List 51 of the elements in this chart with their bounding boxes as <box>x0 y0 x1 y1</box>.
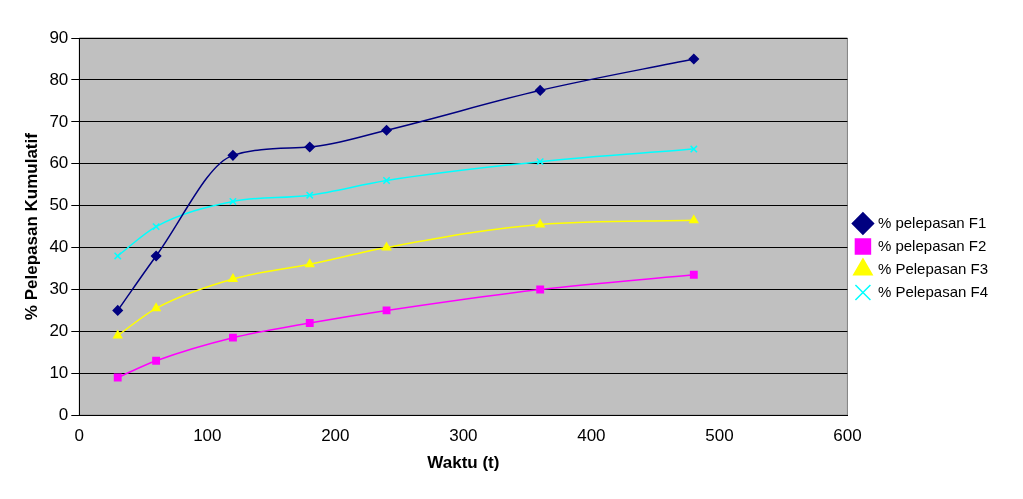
point <box>227 150 239 161</box>
x-tick-label: 300 <box>449 426 478 446</box>
legend-label: % Pelepasan F3 <box>877 259 989 277</box>
point <box>535 219 545 228</box>
point <box>150 250 162 262</box>
point <box>536 285 545 294</box>
y-tick-label: 40 <box>49 237 69 257</box>
point <box>536 157 545 166</box>
point <box>229 333 237 342</box>
point <box>113 330 123 339</box>
x-tick-label: 400 <box>577 426 606 446</box>
point <box>112 305 123 316</box>
point <box>229 197 237 206</box>
point <box>689 145 698 153</box>
point <box>382 306 391 315</box>
x-tick-label: 100 <box>193 426 222 446</box>
point <box>305 319 314 327</box>
point <box>305 191 314 200</box>
point <box>152 356 161 365</box>
point <box>151 303 161 312</box>
y-tick-label: 70 <box>49 111 69 131</box>
y-tick-label: 30 <box>49 279 69 299</box>
point <box>381 242 392 251</box>
point <box>113 252 122 260</box>
point <box>381 124 392 136</box>
point <box>304 141 315 153</box>
y-tick-label: 60 <box>49 153 69 173</box>
legend-label: % pelepasan F2 <box>877 236 987 254</box>
y-tick-label: 10 <box>49 362 69 382</box>
x-tick-label: 500 <box>705 426 734 446</box>
point <box>228 273 238 282</box>
x-axis-title: Waktu (t) <box>427 453 500 473</box>
point <box>305 259 315 268</box>
point <box>688 53 700 65</box>
y-tick-label: 20 <box>49 321 69 341</box>
y-tick-label: 80 <box>49 69 69 89</box>
point <box>382 176 391 185</box>
y-tick-label: 0 <box>58 404 69 424</box>
y-axis-title: % Pelepasan Kumulatif <box>21 132 41 321</box>
point <box>689 270 698 279</box>
legend-label: % pelepasan F1 <box>877 213 987 231</box>
x-tick-label: 200 <box>321 426 350 446</box>
point <box>152 222 161 231</box>
point <box>534 85 546 96</box>
point <box>113 373 122 382</box>
legend-label: % Pelepasan F4 <box>877 282 989 300</box>
y-tick-label: 50 <box>49 195 69 215</box>
y-tick-label: 90 <box>49 27 69 47</box>
x-tick-label: 600 <box>833 426 862 446</box>
point <box>689 215 699 224</box>
x-tick-label: 0 <box>74 426 85 446</box>
